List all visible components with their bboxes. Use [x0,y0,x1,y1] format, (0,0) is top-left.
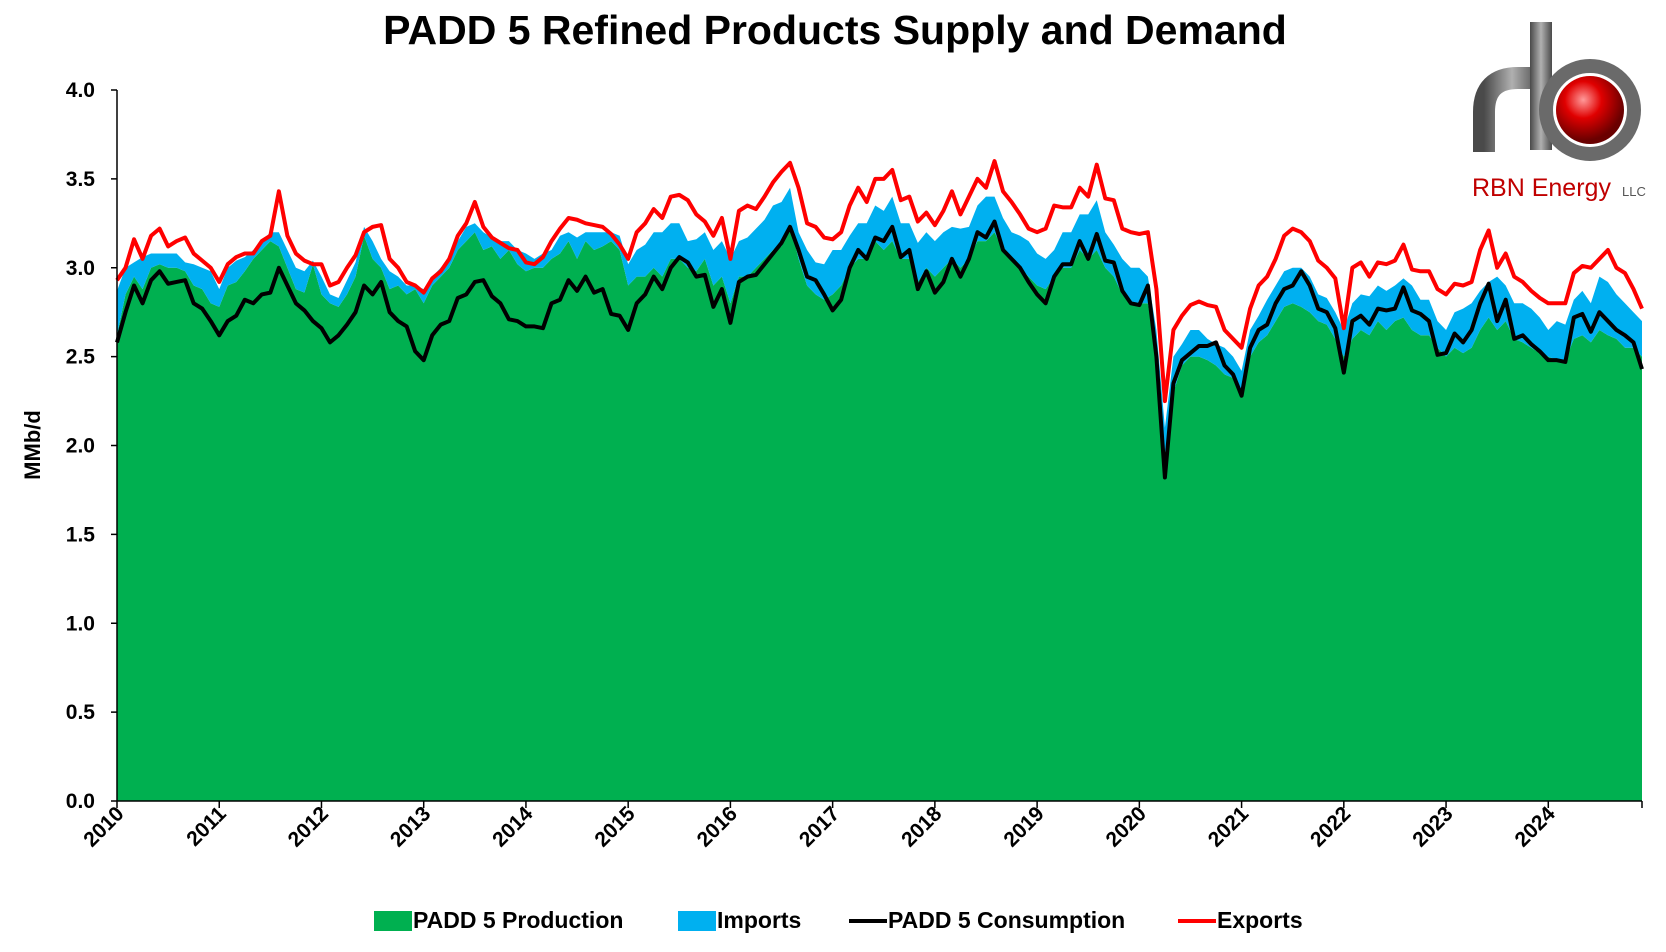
y-tick-label: 0.5 [66,701,96,724]
y-tick-label: 2.0 [66,435,95,458]
area [117,223,1642,801]
y-tick-label: 4.0 [66,79,95,102]
x-tick-label: 2017 [795,802,844,851]
legend-swatch [374,911,412,931]
chart-title: PADD 5 Refined Products Supply and Deman… [383,7,1287,53]
x-tick-label: 2019 [999,802,1048,851]
legend-label: PADD 5 Production [413,907,623,933]
logo: RBN Energy LLC [1472,22,1646,202]
x-tick-label: 2022 [1306,802,1355,851]
legend-label: Exports [1217,907,1303,933]
y-tick-label: 3.5 [66,168,96,191]
x-tick-label: 2013 [386,802,435,851]
y-axis-label: MMb/d [20,410,45,480]
x-tick-label: 2011 [182,802,231,851]
y-tick-label: 1.0 [66,612,95,635]
logo-ring [1539,59,1641,161]
x-tick-label: 2020 [1102,802,1151,851]
line [115,219,1644,480]
y-tick-label: 2.5 [66,346,96,369]
legend-label: PADD 5 Consumption [888,907,1125,933]
logo-text: RBN Energy [1472,174,1611,202]
legend-label: Imports [717,907,801,933]
y-tick-label: 0.0 [66,790,95,813]
x-tick-label: 2021 [1204,802,1254,852]
y-tick-label: 1.5 [66,523,96,546]
x-tick-label: 2018 [897,802,947,852]
x-tick-label: 2024 [1511,802,1561,852]
logo-suffix: LLC [1622,184,1646,199]
x-tick-label: 2015 [590,802,640,852]
legend-swatch [678,911,716,931]
x-tick-label: 2023 [1408,802,1457,851]
area [117,187,1642,455]
line [115,159,1644,404]
y-tick-label: 3.0 [66,257,95,280]
logo-pipe [1473,67,1540,152]
x-tick-label: 2016 [693,802,742,851]
plot-area [115,159,1644,801]
x-tick-label: 2012 [284,802,333,851]
logo-ball [1556,76,1624,144]
x-tick-label: 2014 [488,802,538,852]
